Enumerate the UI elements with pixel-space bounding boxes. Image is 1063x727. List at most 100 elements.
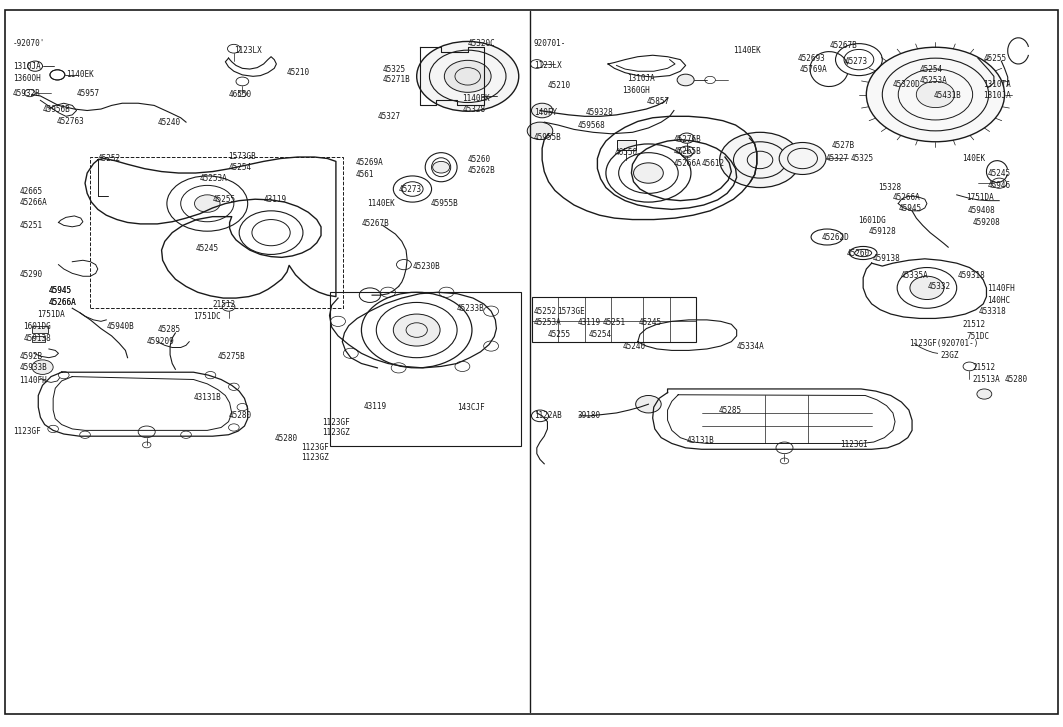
Bar (32, 326, 48, 333)
Text: 452693: 452693 (797, 54, 825, 63)
Text: 45260: 45260 (846, 249, 870, 258)
Text: 45327: 45327 (377, 112, 401, 121)
Text: 459138: 459138 (23, 334, 51, 343)
Text: 1751DA: 1751DA (966, 193, 994, 201)
Text: 45255: 45255 (547, 330, 571, 339)
Text: 1140FH: 1140FH (19, 376, 47, 385)
Text: 45240: 45240 (623, 342, 646, 350)
Text: 45252: 45252 (534, 307, 557, 316)
Text: 45280: 45280 (229, 411, 252, 420)
Bar (617, 140, 636, 150)
Circle shape (910, 276, 944, 300)
Text: 45240: 45240 (157, 118, 181, 126)
Text: 45276B: 45276B (674, 135, 702, 144)
Text: 1123GZ: 1123GZ (301, 453, 328, 462)
Text: 45266A: 45266A (49, 298, 77, 307)
Circle shape (916, 81, 955, 108)
Text: 45266A: 45266A (19, 198, 47, 207)
Text: 452763: 452763 (56, 117, 84, 126)
Bar (532, 297, 696, 342)
Text: 45956B: 45956B (43, 105, 70, 113)
Text: 459138: 459138 (873, 254, 900, 262)
Text: 45933B: 45933B (19, 364, 47, 372)
Bar (32, 336, 45, 342)
Text: 45332: 45332 (928, 282, 951, 291)
Text: 143CJF: 143CJF (457, 403, 485, 412)
Text: 43119: 43119 (364, 402, 387, 411)
Text: 45320C: 45320C (468, 39, 495, 48)
Text: 45285: 45285 (157, 325, 181, 334)
Text: 46550: 46550 (229, 90, 252, 99)
Text: 45290: 45290 (19, 270, 43, 278)
Text: 45325: 45325 (850, 154, 874, 163)
Text: 751DC: 751DC (966, 332, 990, 341)
Text: 45273: 45273 (399, 185, 422, 193)
Text: 45266A: 45266A (674, 159, 702, 168)
Text: 45253A: 45253A (200, 174, 227, 183)
Text: 45275B: 45275B (218, 352, 246, 361)
Text: 45271B: 45271B (383, 76, 410, 84)
Text: 21513A: 21513A (973, 375, 1000, 384)
Text: 140FY: 140FY (534, 108, 557, 117)
Text: 39180: 39180 (577, 411, 601, 420)
Text: 45945: 45945 (49, 286, 72, 295)
Circle shape (634, 163, 663, 183)
Text: 45327: 45327 (826, 154, 849, 163)
Text: 140EK: 140EK (962, 154, 985, 163)
Text: 1601DG: 1601DG (23, 322, 51, 331)
Text: 459328: 459328 (586, 108, 613, 117)
Text: 1123GI: 1123GI (840, 440, 867, 449)
Circle shape (532, 103, 553, 118)
Text: 1140EK: 1140EK (367, 199, 394, 208)
Circle shape (527, 122, 553, 140)
Text: 45265B: 45265B (674, 147, 702, 156)
Text: 45245: 45245 (639, 318, 662, 327)
Text: 1123GZ: 1123GZ (322, 428, 350, 437)
Text: 1310JA: 1310JA (983, 92, 1011, 100)
Bar (330, 292, 521, 446)
Text: 4527B: 4527B (831, 141, 855, 150)
Text: 45945: 45945 (49, 286, 72, 295)
Text: 43119: 43119 (264, 195, 287, 204)
Text: 45252: 45252 (98, 154, 121, 163)
Text: 1140EK: 1140EK (462, 94, 490, 103)
Text: 1123LX: 1123LX (234, 47, 261, 55)
Text: 1140EK: 1140EK (733, 47, 761, 55)
Text: 920701-: 920701- (534, 39, 566, 48)
Text: 45267B: 45267B (829, 41, 857, 50)
Text: 45940B: 45940B (106, 322, 134, 331)
Text: 45266A: 45266A (893, 193, 921, 202)
Circle shape (195, 195, 220, 212)
Text: 1751DA: 1751DA (37, 310, 65, 319)
Text: 459408: 459408 (967, 206, 995, 214)
Text: 1310TA: 1310TA (983, 80, 1011, 89)
Text: -92070': -92070' (13, 39, 45, 48)
Text: 45612: 45612 (702, 159, 725, 168)
Text: 45233B: 45233B (457, 304, 485, 313)
Text: 45210: 45210 (547, 81, 571, 89)
Text: 45273: 45273 (845, 57, 868, 66)
Text: 45280: 45280 (274, 434, 298, 443)
Text: 1601DG: 1601DG (858, 216, 885, 225)
Text: 45335A: 45335A (900, 271, 928, 280)
Text: 45254: 45254 (589, 330, 612, 339)
Text: 1310JA: 1310JA (13, 63, 40, 71)
Circle shape (977, 389, 992, 399)
Text: 45955B: 45955B (431, 199, 458, 208)
Text: 45255: 45255 (213, 195, 236, 204)
Text: 45245: 45245 (196, 244, 219, 253)
Text: 45328: 45328 (462, 105, 486, 113)
Text: 21512: 21512 (213, 300, 236, 309)
Circle shape (636, 395, 661, 413)
Text: 140HC: 140HC (988, 296, 1011, 305)
Text: 45932B: 45932B (13, 89, 40, 97)
Text: 45251: 45251 (19, 221, 43, 230)
Text: 43119: 43119 (577, 318, 601, 327)
Text: 1360OH: 1360OH (13, 74, 40, 83)
Text: 45285: 45285 (719, 406, 742, 414)
Text: 45260: 45260 (468, 156, 491, 164)
Text: 1122AB: 1122AB (534, 411, 561, 420)
Text: 45946: 45946 (988, 181, 1011, 190)
Text: 23GZ: 23GZ (941, 351, 959, 360)
Text: 46550: 46550 (614, 148, 638, 157)
